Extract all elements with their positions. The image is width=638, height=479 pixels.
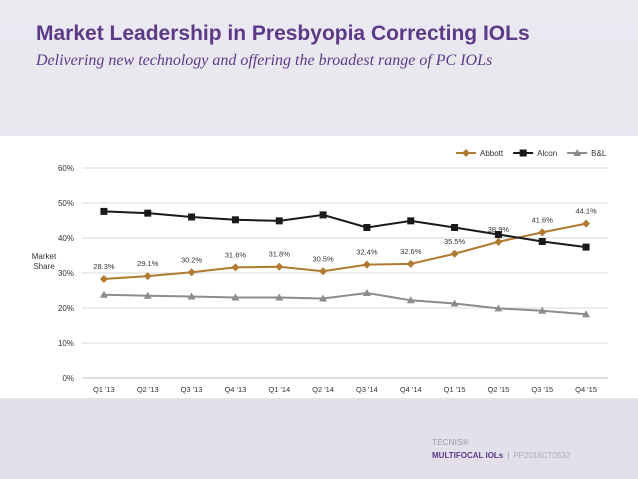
data-label: 28.3% [93,262,115,271]
data-point-abbott [231,263,240,272]
data-point-bl [494,304,503,312]
data-label: 41.6% [532,215,554,224]
data-point-abbott [582,219,591,228]
data-point-bl [319,294,328,302]
legend-marker-abbott [462,149,470,157]
y-tick-label: 10% [58,339,74,348]
data-point-alcon [188,213,196,221]
footer-brand: TECNIS® [432,438,469,447]
data-point-bl [187,292,196,300]
data-point-abbott [99,274,108,283]
footer-line: MULTIFOCAL IOLs | PP2016CT0532 [432,451,570,460]
footer-separator: | [507,451,510,460]
y-axis-label: Share [33,262,55,271]
data-point-alcon [451,224,459,231]
y-axis-label: Market [32,252,57,261]
y-tick-label: 20% [58,304,74,313]
data-point-alcon [100,207,108,215]
data-point-alcon [319,211,327,219]
legend-marker-alcon [519,149,527,157]
footer-product: MULTIFOCAL IOLs [432,451,504,460]
data-label: 38.9% [488,225,510,234]
series-line-bl [103,291,587,316]
x-tick-label: Q2 '13 [137,385,159,394]
data-label: 44.1% [575,207,597,216]
legend-label-alcon: Alcon [537,149,557,158]
x-tick-label: Q1 '15 [444,385,466,394]
data-point-bl [538,306,547,314]
data-point-abbott [187,268,196,277]
data-label: 32.4% [356,248,378,257]
data-point-abbott [450,249,459,258]
data-point-bl [406,296,415,304]
data-point-bl [582,310,591,318]
data-label: 31.6% [225,250,247,259]
data-point-bl [362,288,371,296]
data-point-bl [99,290,108,298]
footer-code: PP2016CT0532 [513,451,571,460]
data-point-bl [275,293,284,301]
data-point-abbott [362,260,371,269]
data-label: 35.5% [444,237,466,246]
y-tick-label: 50% [58,199,74,208]
market-share-chart: 0% 10% 20% 30% 40% 50% 60% Q1 '13 Q2 '13 Q3 '13 Q4… [32,149,608,394]
y-tick-label: 60% [58,164,74,173]
data-label: 29.1% [137,259,159,268]
data-point-abbott [275,262,284,271]
data-point-alcon [538,238,546,245]
data-point-alcon [275,217,283,225]
data-label: 31.8% [269,250,291,259]
data-label: 32.6% [400,247,422,256]
y-tick-label: 40% [58,234,74,243]
slide-subtitle: Delivering new technology and offering t… [36,52,493,69]
data-point-alcon [407,217,415,225]
x-tick-label: Q4 '13 [224,385,246,394]
data-point-abbott [494,237,503,246]
data-label: 30.5% [312,254,334,263]
x-tick-label: Q3 '15 [531,385,553,394]
series-line-abbott [103,222,587,280]
data-point-alcon [231,216,239,224]
x-tick-label: Q2 '15 [487,385,509,394]
x-tick-label: Q4 '15 [575,385,597,394]
data-point-alcon [363,224,371,231]
data-point-alcon [582,243,590,251]
x-tick-label: Q2 '14 [312,385,334,394]
data-point-alcon [494,231,502,238]
chart-panel: 0% 10% 20% 30% 40% 50% 60% Q1 '13 Q2 '13 Q3 '13 Q4… [0,136,638,398]
y-tick-label: 30% [58,269,74,278]
data-point-alcon [144,209,152,217]
data-point-abbott [538,228,547,237]
x-tick-label: Q4 '14 [400,385,422,394]
data-point-abbott [319,267,328,276]
x-tick-label: Q3 '14 [356,385,378,394]
data-label: 30.2% [181,255,203,264]
x-tick-label: Q3 '13 [181,385,203,394]
series-line-alcon [103,210,587,249]
data-point-bl [450,299,459,307]
x-tick-label: Q1 '13 [93,385,115,394]
data-point-abbott [143,272,152,281]
y-tick-label: 0% [62,374,74,383]
x-tick-label: Q1 '14 [268,385,290,394]
data-point-bl [143,291,152,299]
slide-title: Market Leadership in Presbyopia Correcti… [36,22,530,45]
legend-label-abbott: Abbott [480,149,504,158]
data-point-abbott [406,259,415,268]
legend-label-bl: B&L [591,149,607,158]
data-point-bl [231,293,240,301]
legend-marker-bl [573,149,582,156]
